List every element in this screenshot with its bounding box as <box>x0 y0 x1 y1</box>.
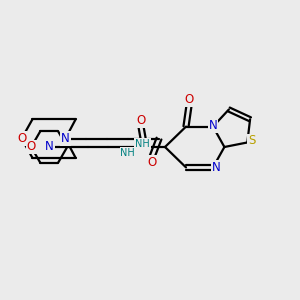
Text: O: O <box>17 132 26 145</box>
Text: N: N <box>61 132 70 145</box>
Text: S: S <box>248 134 256 148</box>
Text: NH: NH <box>120 148 135 158</box>
Text: N: N <box>208 118 217 132</box>
Text: N: N <box>45 140 54 154</box>
Text: N: N <box>212 161 220 174</box>
Text: O: O <box>184 93 194 106</box>
Text: O: O <box>136 114 146 127</box>
Text: O: O <box>27 140 36 154</box>
Text: O: O <box>147 156 156 170</box>
Text: NH: NH <box>135 139 150 149</box>
